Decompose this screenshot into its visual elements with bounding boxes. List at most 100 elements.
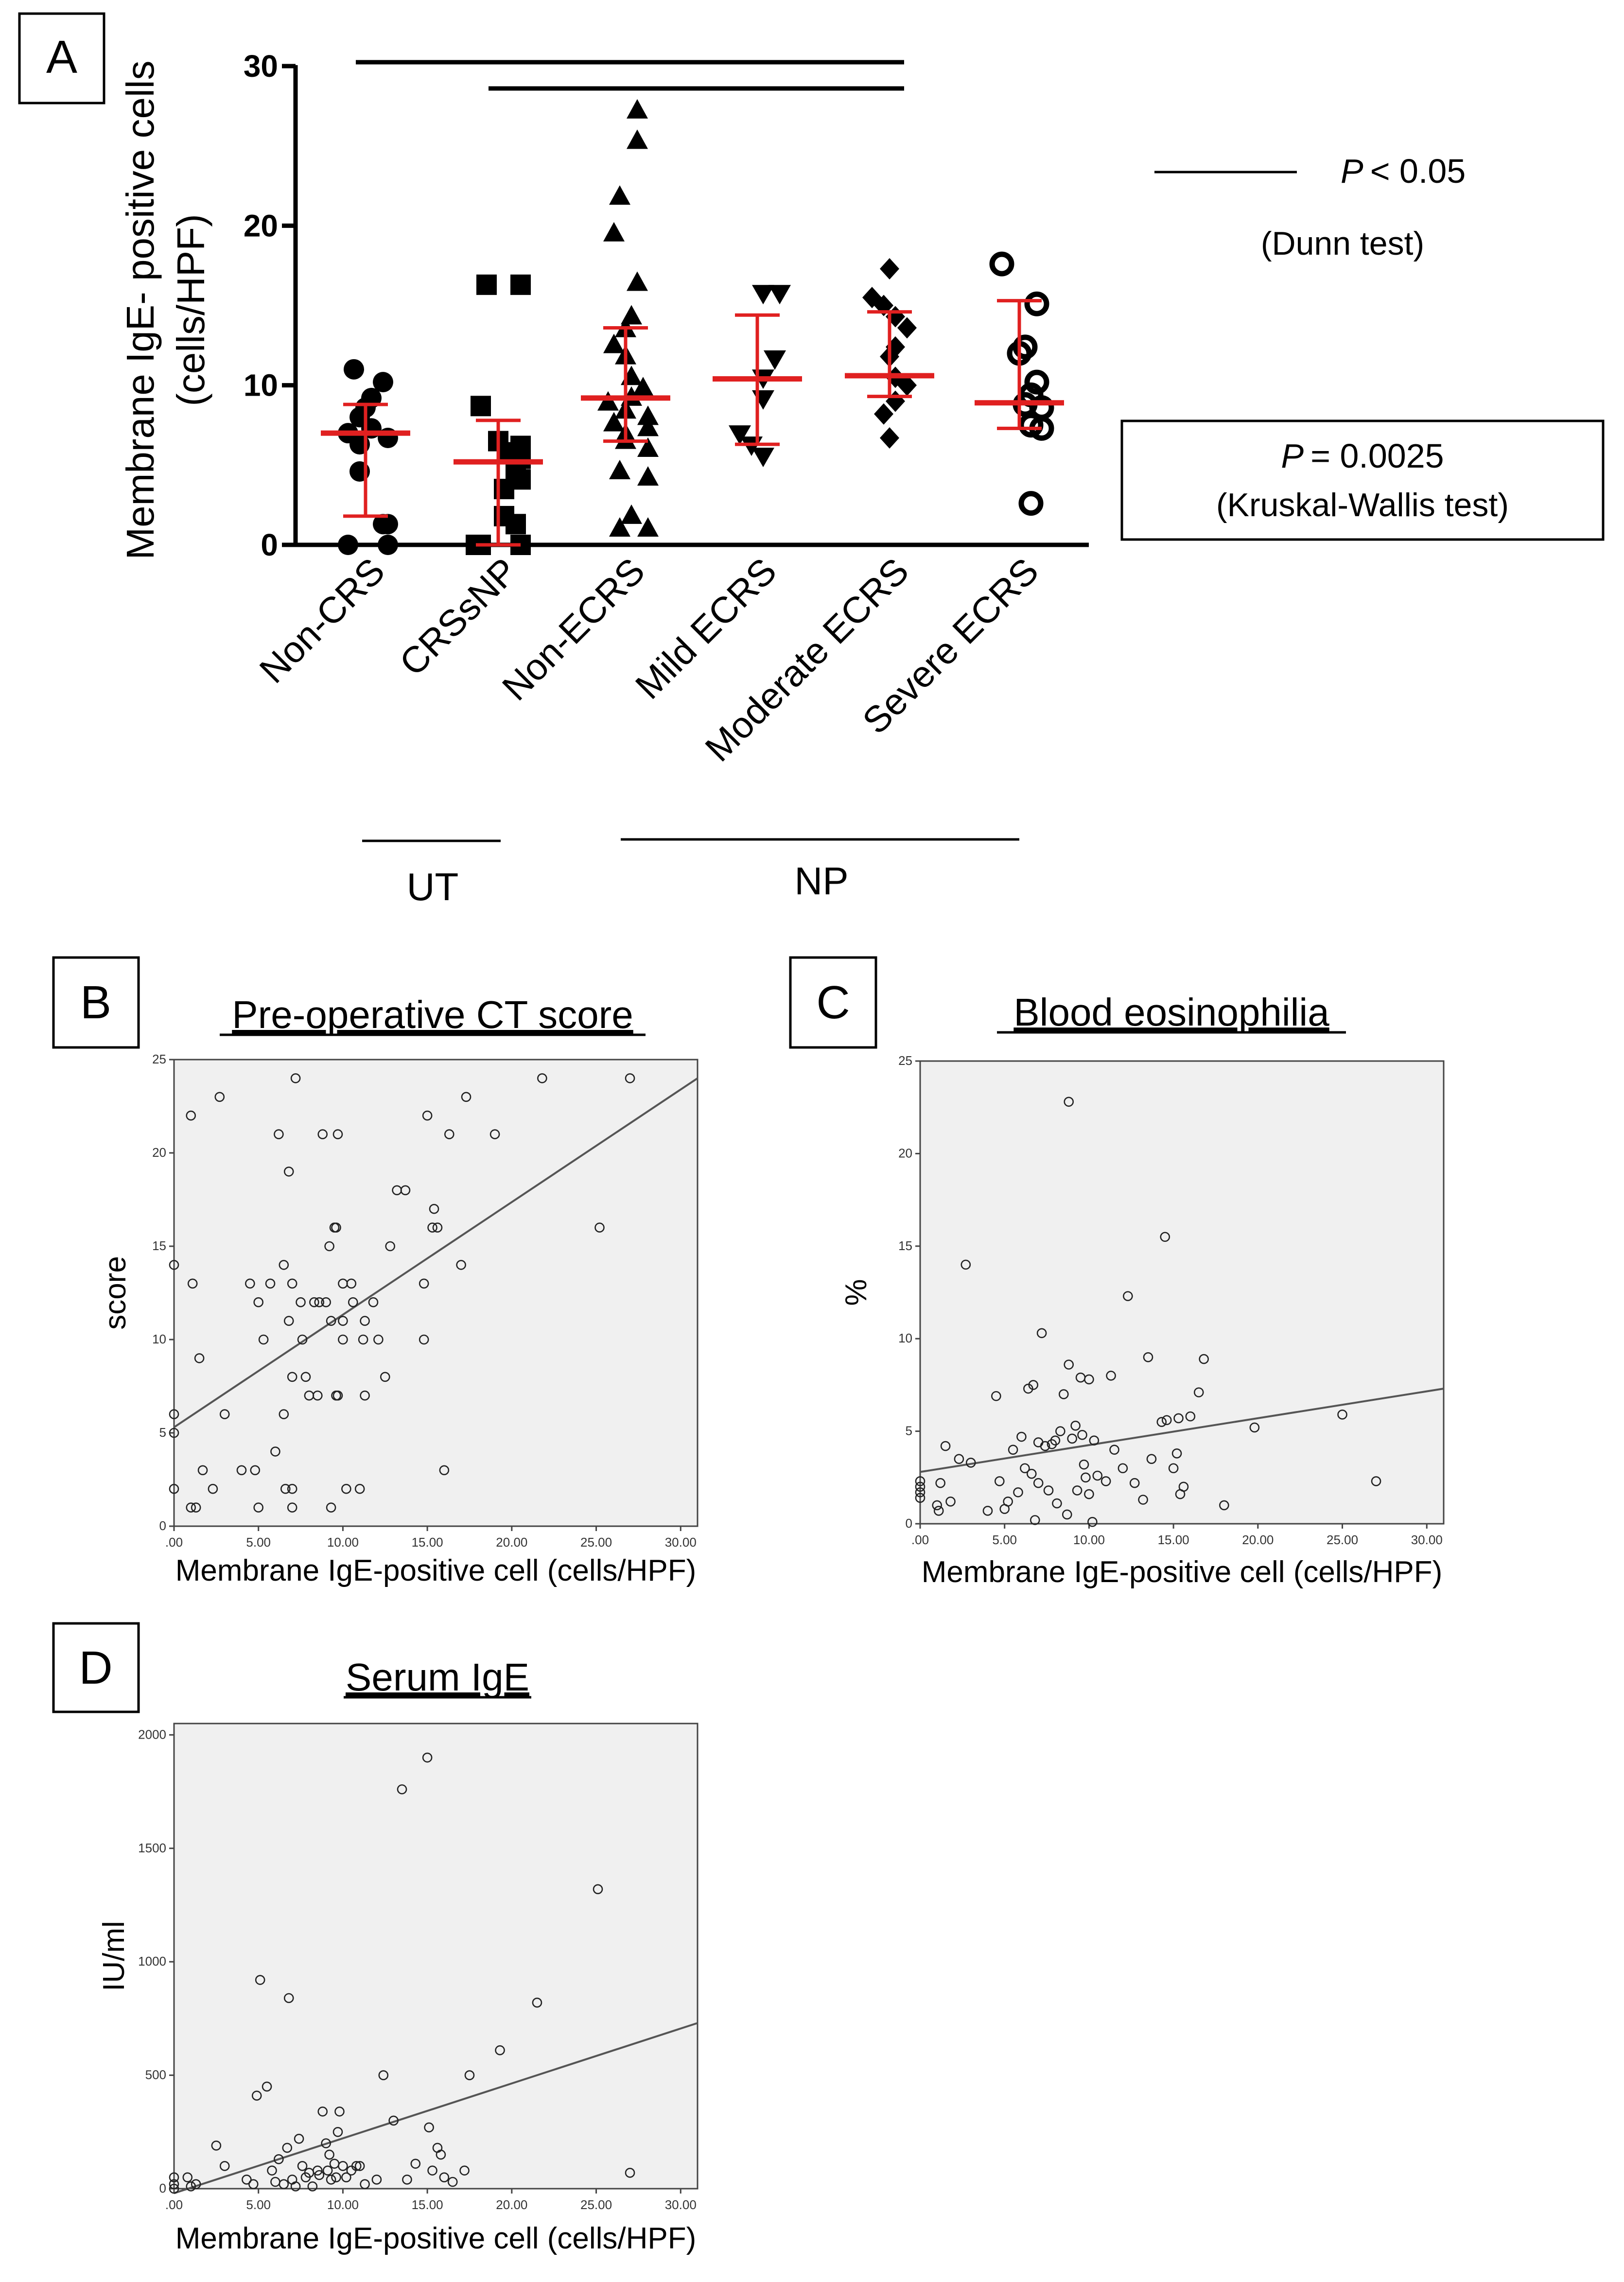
data-point (1062, 1509, 1072, 1520)
data-point (214, 1092, 225, 1102)
data-point (1016, 1431, 1027, 1442)
data-point (994, 1476, 1005, 1486)
y-tick-label: 20 (152, 1145, 166, 1160)
data-point (169, 2179, 179, 2189)
y-tick-label: 15 (152, 1238, 166, 1253)
data-point (1249, 1422, 1260, 1433)
kruskal-wallis-p-value: P = 0.0025 (1281, 437, 1444, 475)
data-point (471, 396, 491, 417)
data-point (368, 1297, 379, 1307)
y-axis-label: score (99, 1256, 132, 1330)
data-point (456, 1260, 466, 1270)
data-point (1050, 1435, 1061, 1446)
data-point (1077, 1429, 1087, 1440)
data-point (419, 1278, 429, 1289)
data-point (1161, 1415, 1172, 1426)
data-point (915, 1493, 926, 1503)
data-point (982, 1506, 993, 1516)
data-point (424, 2122, 434, 2133)
y-axis-label: IU/ml (97, 1921, 131, 1991)
data-point (341, 1483, 351, 1494)
data-point (768, 285, 791, 305)
data-point (1072, 1485, 1083, 1496)
data-point (436, 2149, 446, 2160)
data-point (933, 1506, 944, 1516)
data-point (262, 2081, 272, 2092)
data-point (1193, 1387, 1204, 1397)
y-tick-label: 0 (906, 1516, 912, 1531)
x-tick-label: 15.00 (1158, 1533, 1189, 1547)
data-point (1013, 1487, 1023, 1498)
data-point (338, 1316, 348, 1326)
data-point (537, 1073, 547, 1083)
data-point (287, 1483, 297, 1494)
data-point (378, 2070, 389, 2080)
data-point (1089, 1435, 1100, 1446)
x-tick-label: 25.00 (580, 1535, 612, 1550)
x-tick-label: 10.00 (327, 2197, 359, 2212)
data-point (287, 1502, 297, 1513)
data-point (248, 2179, 259, 2189)
data-point (1092, 1470, 1103, 1481)
data-point (1146, 1454, 1157, 1464)
data-point (880, 427, 899, 449)
data-point (1123, 1291, 1133, 1301)
y-tick-label: 0 (261, 527, 278, 562)
chart-d: Serum IgE 0 500 1000 1500 2000 .00 5.00 10.00 15.… (97, 1655, 698, 2255)
data-point (317, 2106, 328, 2117)
data-point (419, 1334, 429, 1345)
y-tick-label: 500 (145, 2068, 166, 2082)
y-tick-label: 20 (244, 208, 278, 243)
y-tick-label: 30 (244, 49, 278, 84)
data-point (1199, 1354, 1209, 1364)
data-point (637, 405, 659, 425)
x-axis-label: Membrane IgE-positive cell (cells/HPF) (175, 2222, 697, 2255)
data-point (510, 274, 531, 295)
data-point (1008, 1445, 1018, 1455)
data-point (270, 1446, 280, 1457)
data-point (280, 1483, 291, 1494)
chart-a-error-bars (321, 299, 1064, 547)
data-point (373, 372, 393, 393)
panel-b-letter: B (80, 976, 111, 1028)
data-point (182, 2172, 193, 2182)
panel-a-box (18, 12, 105, 105)
data-point (290, 2181, 301, 2192)
panel-c-box (789, 956, 877, 1049)
data-point (1070, 1420, 1081, 1431)
data-point (506, 514, 526, 535)
data-point (360, 2179, 370, 2189)
data-point (169, 1483, 179, 1494)
data-point (332, 2126, 343, 2137)
x-tick-label: 10.00 (1073, 1533, 1105, 1547)
data-point (637, 417, 659, 436)
y-tick-label: 25 (898, 1053, 912, 1068)
np-group-label: NP (794, 859, 848, 903)
data-point (341, 2172, 351, 2182)
chart-a-ylabel-line1: Membrane IgE- positive cells (119, 60, 162, 559)
ut-group-label: UT (407, 865, 459, 908)
data-point (371, 2175, 382, 2185)
data-point (1129, 1478, 1140, 1488)
data-point (313, 2165, 323, 2176)
data-point (309, 1297, 319, 1307)
data-point (265, 1278, 276, 1289)
x-tick-label: .00 (165, 1535, 183, 1550)
data-point (627, 271, 648, 291)
data-point (236, 1465, 247, 1476)
data-point (1168, 1463, 1179, 1474)
x-axis-label: Membrane IgE-positive cell (cells/HPF) (175, 1554, 697, 1587)
data-point (1020, 1463, 1030, 1474)
data-point (915, 1476, 926, 1486)
x-tick-label: 30.00 (1411, 1533, 1443, 1547)
data-point (358, 1334, 368, 1345)
data-point (1018, 413, 1044, 438)
data-point (290, 1073, 301, 1083)
data-point (1033, 1478, 1044, 1488)
panel-a: A Membrane IgE- positive cells (cells/HP… (18, 12, 1605, 908)
data-point (752, 285, 774, 305)
data-point (267, 2165, 277, 2176)
data-point (338, 2161, 348, 2171)
